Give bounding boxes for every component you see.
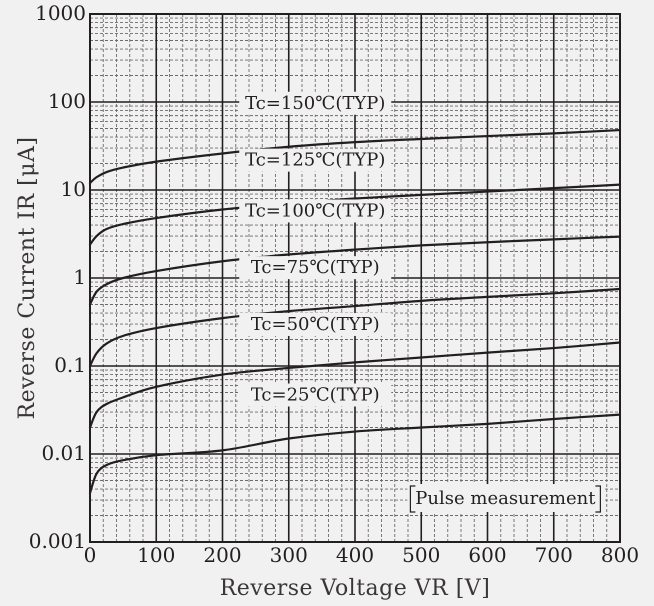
x-tick-label: 100 [137,543,175,567]
x-tick-label: 600 [468,543,506,567]
y-tick-label: 1 [73,265,86,289]
curve-label-background [239,383,392,407]
curve-label: Tc=125℃(TYP) [245,150,385,171]
curve-labels: Tc=150℃(TYP) Tc=125℃(TYP) Tc=100℃(TYP) Tc=7… [239,91,392,407]
x-tick-label: 800 [601,543,639,567]
y-tick-label: 0.1 [54,353,86,377]
x-tick-label: 300 [270,543,308,567]
series-line [88,413,622,495]
annotation-background [407,484,604,513]
y-tick-label: 0.01 [41,441,86,465]
y-tick-label: 0.001 [29,529,86,553]
tick-labels: 0 100 200 300 400 500 600 700 800 0.001 0.01 0.1 1 10… [29,1,639,567]
y-tick-label: 100 [48,89,86,113]
x-tick-label: 200 [203,543,241,567]
y-tick-label: 10 [61,177,86,201]
x-tick-label: 0 [84,543,97,567]
curve-label: Tc=50℃(TYP) [251,314,380,335]
series-line [88,341,622,429]
x-tick-label: 400 [336,543,374,567]
y-axis-title: Reverse Current IR [μA] [15,136,40,419]
x-tick-label: 700 [535,543,573,567]
annotation-bracket-left [409,485,416,513]
series-line [88,128,622,185]
series-line [88,235,622,306]
annotation-bracket-right [595,485,601,513]
curve-label-background [239,256,392,280]
curve-label: Tc=75℃(TYP) [251,257,380,278]
annotation-text: Pulse measurement [415,488,596,509]
curve-label-background [239,199,392,223]
x-tick-label: 500 [402,543,440,567]
curve-label: Tc=150℃(TYP) [245,93,385,114]
x-axis-title: Reverse Voltage VR [V] [220,576,491,601]
plot-frame [89,13,621,543]
curve-label-background [239,312,392,336]
curve-label: Tc=100℃(TYP) [245,200,385,221]
y-tick-label: 1000 [35,1,86,25]
series-line [88,287,622,368]
curve-label: Tc=25℃(TYP) [251,385,380,406]
curve-label-background [239,91,392,115]
annotation-group: Pulse measurement [407,484,604,513]
curve-label-background [239,148,392,172]
